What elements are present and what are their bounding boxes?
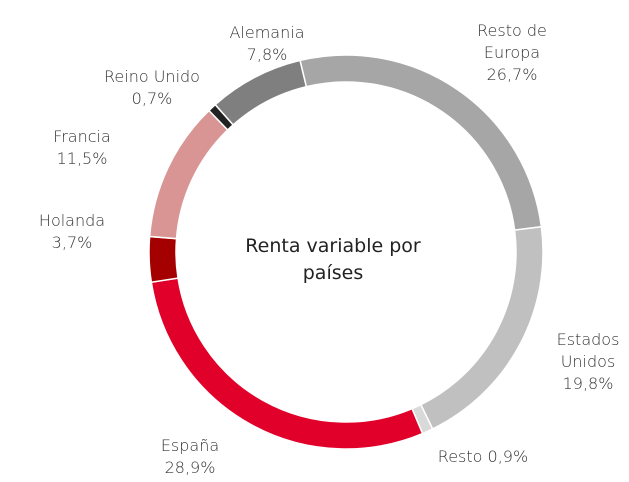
- segment-label: Reino Unido 0,7%: [100, 66, 205, 110]
- segment-label: Francia 11,5%: [35, 126, 130, 170]
- donut-segment: [214, 59, 308, 126]
- category-label: Reino Unido: [104, 67, 200, 86]
- value-label: 26,7%: [486, 65, 538, 84]
- category-label: Estados Unidos: [556, 330, 620, 371]
- segment-label: España 28,9%: [143, 435, 238, 479]
- chart-title: Renta variable por países: [245, 235, 421, 284]
- segment-label: Resto de Europa 26,7%: [465, 20, 560, 86]
- value-label: 3,7%: [51, 233, 93, 252]
- segment-label: Alemania 7,8%: [217, 22, 317, 66]
- donut-segment: [148, 109, 229, 240]
- category-label: Holanda: [38, 211, 106, 230]
- donut-segment: [150, 277, 424, 450]
- donut-segment: [419, 225, 544, 430]
- category-label: Resto de Europa: [477, 21, 547, 62]
- category-label: Francia: [53, 127, 111, 146]
- donut-segment: [148, 235, 179, 284]
- category-label: Alemania: [229, 23, 305, 42]
- segment-label: Holanda 3,7%: [25, 210, 120, 254]
- segment-label: Estados Unidos 19,8%: [541, 329, 629, 395]
- value-label: 19,8%: [562, 374, 614, 393]
- value-label: 11,5%: [56, 149, 108, 168]
- value-label: 28,9%: [164, 458, 216, 477]
- category-label: España: [160, 436, 220, 455]
- value-label: 7,8%: [246, 45, 288, 64]
- segment-label: Resto 0,9%: [383, 446, 583, 468]
- value-label: 0,9%: [487, 447, 529, 466]
- value-label: 0,7%: [131, 89, 173, 108]
- category-label: Resto: [437, 447, 483, 466]
